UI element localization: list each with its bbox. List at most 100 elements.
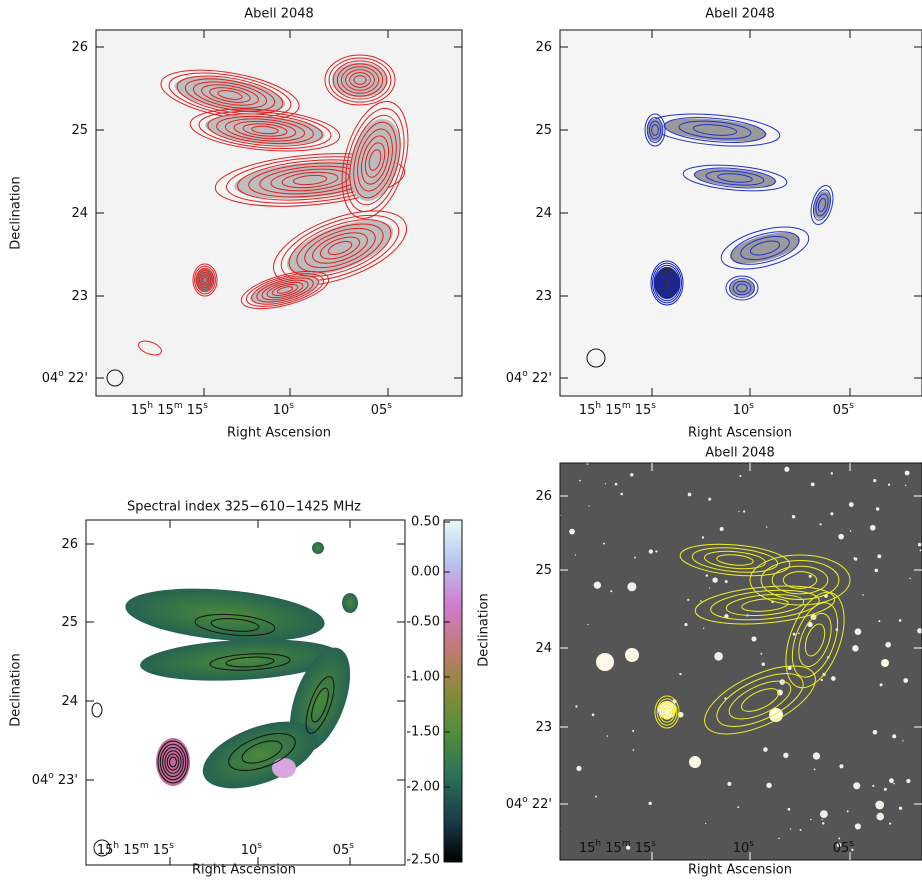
text-part: 04 [506,797,523,812]
contour [741,598,789,612]
contour [353,121,397,199]
colorbar-tick-label: 0.00 [411,565,440,580]
star [703,627,705,629]
contour [194,613,276,637]
contour [817,198,827,212]
star [848,502,854,507]
contour [345,107,405,213]
text-part: s [849,839,854,849]
spectral-index-map [91,542,358,857]
spectral-index [272,758,296,778]
image-background [96,30,462,396]
panel-title: Abell 2048 [705,7,775,22]
emission [730,232,800,264]
emission [654,267,680,299]
contour [644,113,666,147]
star [898,806,903,810]
text-part: 22' [64,371,88,386]
star [853,557,856,559]
contour [276,286,294,294]
star [887,483,891,486]
galaxy [625,648,639,662]
beam [106,369,124,387]
text-part: 15 [579,841,596,856]
x-tick-label: 10s [241,841,263,858]
star [836,842,842,848]
y-tick-label: 25 [535,563,552,578]
star [808,574,812,578]
text-part: 23 [71,289,88,304]
contour [305,676,335,734]
colorbar-tick-label: -2.00 [406,780,440,795]
contour [328,57,392,103]
contour [678,120,752,140]
y-tick-label: 23 [71,289,88,304]
star [797,632,800,635]
text-part: h [113,841,119,851]
text-part: 15 [119,843,140,858]
contour [159,743,187,781]
contour [732,280,752,296]
x-axis-label: Right Ascension [688,863,792,878]
contour [661,275,673,291]
contour [270,168,350,192]
star [791,515,796,519]
spectral-index [156,738,190,786]
contour [341,101,409,219]
star [569,528,575,535]
contour [192,81,268,109]
star [579,479,581,482]
star [820,678,823,682]
contour [207,113,323,147]
contour [791,602,839,678]
x-tick-label: 10s [273,401,295,418]
contour [353,75,367,85]
text-part: 15 [631,841,652,856]
star [883,787,887,791]
contour [198,110,332,150]
contour [242,123,288,137]
text-part: 04 [42,371,59,386]
star [591,713,595,717]
text-part: s [651,401,656,411]
contour [658,270,676,296]
contour [327,240,353,256]
star [687,598,690,601]
star [810,818,812,821]
text-part: s [203,401,208,411]
x-axis-label: Right Ascension [227,426,331,441]
text-part: 23 [535,289,552,304]
contour [209,653,291,671]
star [760,652,763,655]
colorbar-tick-label: -1.00 [406,670,440,685]
text-part: 15 [183,403,204,418]
star [846,810,849,813]
text-part: 25 [61,615,78,630]
star [854,823,861,830]
star [625,845,631,850]
star [904,484,907,487]
x-tick-label: 05s [333,841,355,858]
y-tick-label: 26 [535,40,552,55]
text-part: 05 [333,843,350,858]
y-tick-label: 25 [61,615,78,630]
contour [729,278,755,298]
colorbar-tick-label: -2.50 [406,853,440,868]
contour [736,283,748,293]
text-part: 23' [54,773,78,788]
star [889,778,894,784]
y-tick-label: 24 [61,694,78,709]
star [761,662,765,666]
text-part: 26 [61,537,78,552]
contour [664,279,670,287]
star [839,764,844,769]
star [902,740,904,742]
contour [312,232,368,264]
emission [250,276,320,304]
beam [93,839,111,857]
star [575,705,578,708]
contour [710,589,820,621]
contour [368,149,382,171]
y-axis-label: Declination [9,653,24,727]
text-part: 23 [535,720,552,735]
